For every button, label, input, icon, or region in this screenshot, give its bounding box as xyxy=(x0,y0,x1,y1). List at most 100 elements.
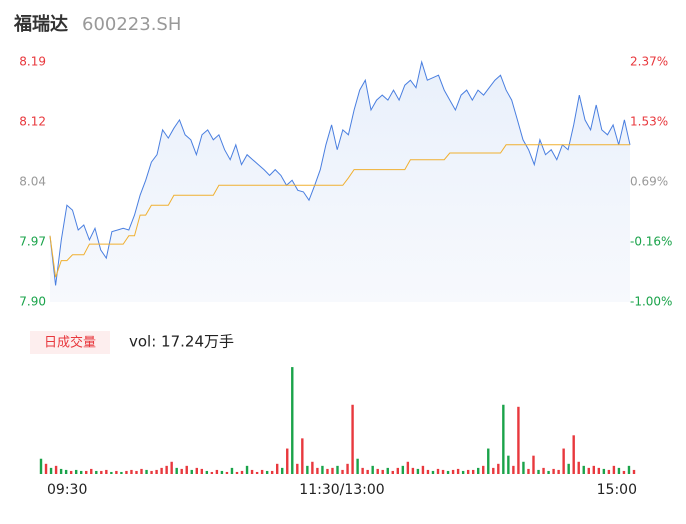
volume-bar xyxy=(451,469,455,474)
volume-bar xyxy=(140,468,143,474)
volume-bar xyxy=(240,470,244,474)
volume-bar xyxy=(612,465,616,474)
y-tick-label: 8.04 xyxy=(19,175,46,189)
volume-bar xyxy=(180,468,183,474)
volume-bar xyxy=(396,467,400,474)
volume-bar xyxy=(592,465,595,474)
volume-bar xyxy=(386,467,389,474)
volume-bar xyxy=(391,470,394,474)
volume-bar xyxy=(431,470,435,474)
volume-bar xyxy=(59,468,63,474)
volume-bar xyxy=(105,469,108,474)
volume-bar xyxy=(39,458,43,474)
volume-bar xyxy=(306,465,309,474)
stock-code: 600223.SH xyxy=(82,14,181,35)
volume-bar xyxy=(160,467,163,474)
volume-bar xyxy=(155,469,158,474)
volume-bar xyxy=(482,465,485,474)
volume-bar xyxy=(100,470,103,474)
volume-bar xyxy=(175,467,178,474)
volume-bar xyxy=(512,465,515,474)
volume-bar xyxy=(572,435,575,474)
volume-bar xyxy=(301,438,304,474)
volume-bar xyxy=(220,470,224,474)
volume-bar xyxy=(567,463,570,474)
y-tick-label: 8.12 xyxy=(19,115,46,129)
volume-bar xyxy=(74,469,78,474)
volume-bar xyxy=(346,463,349,474)
volume-bar xyxy=(597,467,601,474)
volume-bar xyxy=(411,467,415,474)
volume-bar xyxy=(446,470,450,474)
volume-bar xyxy=(366,469,369,474)
volume-bar xyxy=(265,470,269,474)
y2-tick-label: 1.53% xyxy=(630,115,668,129)
volume-bar xyxy=(461,470,465,474)
volume-bar xyxy=(627,465,631,474)
volume-bar xyxy=(286,448,289,474)
volume-bar xyxy=(421,465,425,474)
volume-bar xyxy=(487,448,490,474)
volume-bar xyxy=(291,367,294,474)
volume-bar xyxy=(270,470,274,474)
volume-bar xyxy=(471,469,475,474)
volume-bar xyxy=(235,471,239,474)
stock-name: 福瑞达 xyxy=(13,13,68,35)
volume-text: vol: 17.24万手 xyxy=(129,333,234,351)
volume-bar xyxy=(260,469,264,474)
volume-bar xyxy=(401,465,405,474)
volume-bar xyxy=(69,470,73,474)
volume-bar xyxy=(617,467,621,474)
volume-bar xyxy=(275,463,279,474)
volume-bar xyxy=(145,469,148,474)
volume-bar xyxy=(492,467,495,474)
volume-bar xyxy=(110,471,113,474)
volume-bar xyxy=(532,455,535,474)
volume-bar xyxy=(215,469,219,474)
volume-bar xyxy=(456,468,460,474)
volume-bar xyxy=(230,467,234,474)
volume-bar xyxy=(426,469,430,474)
volume-bar xyxy=(326,468,329,474)
volume-bar xyxy=(436,468,440,474)
y2-tick-label: -0.16% xyxy=(630,235,672,249)
volume-bar xyxy=(577,461,580,474)
volume-bar xyxy=(170,461,173,474)
volume-bar xyxy=(562,448,565,474)
volume-bar xyxy=(582,465,585,474)
volume-bar xyxy=(90,468,93,474)
volume-bar xyxy=(331,467,334,474)
price-area xyxy=(50,62,630,302)
x-tick-label: 15:00 xyxy=(597,482,637,498)
price-line xyxy=(49,60,631,286)
volume-bar xyxy=(547,470,550,474)
volume-bar xyxy=(587,467,590,474)
volume-bar xyxy=(85,470,88,474)
average-line xyxy=(49,144,630,278)
volume-bar xyxy=(537,469,540,474)
volume-bar xyxy=(517,406,520,474)
y2-tick-label: 2.37% xyxy=(630,55,668,69)
volume-bar xyxy=(195,467,198,474)
volume-bar xyxy=(361,467,364,474)
volume-bar xyxy=(200,468,204,474)
volume-bar xyxy=(441,469,445,474)
volume-bar xyxy=(245,465,249,474)
volume-bar xyxy=(281,467,284,474)
volume-bar xyxy=(341,469,344,474)
volume-bar xyxy=(135,470,138,474)
volume-bar xyxy=(125,470,128,474)
volume-bar xyxy=(416,468,420,474)
y2-tick-label: -1.00% xyxy=(630,295,672,309)
volume-bar xyxy=(507,455,510,474)
volume-bar xyxy=(607,469,611,474)
volume-badge xyxy=(30,331,110,354)
volume-bar xyxy=(190,469,193,474)
volume-bar xyxy=(602,468,606,474)
volume-bar xyxy=(522,461,525,474)
volume-bar xyxy=(250,469,254,474)
volume-bar xyxy=(296,463,299,474)
volume-bar xyxy=(622,470,626,474)
volume-bar xyxy=(466,469,470,474)
